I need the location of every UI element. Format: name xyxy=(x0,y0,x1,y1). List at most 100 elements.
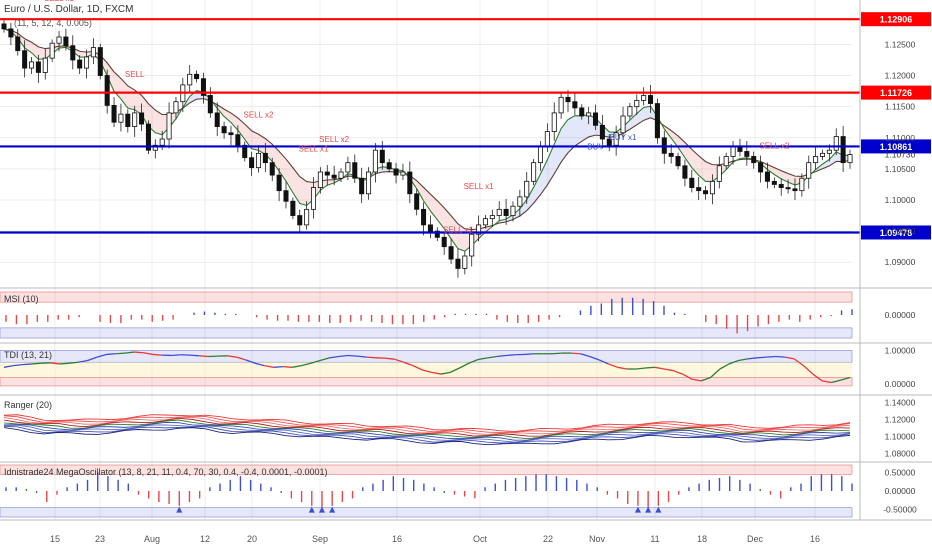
candle-body xyxy=(173,101,179,114)
candle-body xyxy=(819,152,826,157)
level-price-tag xyxy=(861,85,931,100)
level-price-tag xyxy=(861,139,931,154)
x-tick-label: 20 xyxy=(247,534,257,544)
ma-cloud-segment xyxy=(430,194,438,220)
candle-body xyxy=(407,171,413,195)
tdi-line-segment xyxy=(22,363,32,366)
candle-body xyxy=(84,56,90,69)
tdi-line-segment xyxy=(143,352,153,356)
tdi-line-segment xyxy=(3,364,14,368)
y-tick-label: 1.10000 xyxy=(885,195,916,205)
signal-label: SELL x1 xyxy=(44,0,74,3)
candle-body xyxy=(524,180,530,198)
ranger-y-tick: 1.12000 xyxy=(885,414,916,424)
tdi-line-segment xyxy=(505,354,516,357)
tdi-line-segment xyxy=(87,356,98,362)
candle-body xyxy=(255,152,262,169)
candle-body xyxy=(778,184,784,188)
x-tick-label: 18 xyxy=(697,534,707,544)
ranger-line xyxy=(3,425,851,444)
tdi-line-segment xyxy=(273,365,283,368)
y-tick-label: 1.12500 xyxy=(885,39,916,49)
ma-cloud-segment xyxy=(705,161,713,182)
level-price-tag xyxy=(861,225,931,240)
x-tick-label: 15 xyxy=(50,534,60,544)
candle-body xyxy=(696,187,702,192)
tdi-line-segment xyxy=(245,359,256,364)
candle-body xyxy=(813,156,819,164)
tdi-line-segment xyxy=(96,353,107,358)
candle-body xyxy=(537,146,544,164)
candle-body xyxy=(476,224,482,235)
candle-body xyxy=(290,200,296,216)
candle-body xyxy=(386,162,392,170)
candle-body xyxy=(723,156,729,167)
signal-label: SELL x2 xyxy=(244,110,274,119)
tdi-line-segment xyxy=(803,365,814,375)
ma-cloud-segment xyxy=(788,173,795,186)
candle-body xyxy=(689,177,695,188)
tdi-line-segment xyxy=(236,356,246,361)
tdi-line-segment xyxy=(459,362,470,369)
oscillator-marker xyxy=(655,506,662,513)
candle-body xyxy=(758,162,764,173)
x-tick-label: Dec xyxy=(747,534,764,544)
candle-body xyxy=(716,165,722,182)
candle-body xyxy=(324,171,330,176)
candle-body xyxy=(77,59,83,69)
candle-body xyxy=(613,132,619,146)
signal-label: SELL xyxy=(125,70,145,79)
candle-body xyxy=(90,47,96,58)
candle-body xyxy=(751,156,757,164)
mega-lower-band xyxy=(0,507,853,518)
candle-body xyxy=(139,112,145,125)
tdi-line-segment xyxy=(338,354,349,358)
candle-body xyxy=(8,28,14,38)
ranger-panel: 1.14000 1.12000 1.10000 1.08000 xyxy=(3,397,916,459)
candle-body xyxy=(104,75,110,106)
candle-body xyxy=(840,136,846,164)
signal-label: SELL x1 xyxy=(464,182,494,191)
tdi-line-segment xyxy=(571,352,581,355)
candle-body xyxy=(132,112,138,127)
signal-label: SELL x2 xyxy=(319,135,349,144)
candle-body xyxy=(111,105,117,123)
x-tick-label: 12 xyxy=(200,534,210,544)
candle-body xyxy=(703,190,709,195)
candle-body xyxy=(620,115,626,134)
candle-body xyxy=(654,103,660,139)
candle-body xyxy=(262,152,268,164)
candle-body xyxy=(194,73,200,80)
ranger-y-tick: 1.14000 xyxy=(885,397,916,407)
ranger-y-tick: 1.08000 xyxy=(885,449,916,459)
candle-body xyxy=(441,236,447,248)
ranger-line xyxy=(3,419,851,440)
ma-cloud-segment xyxy=(581,114,589,142)
tdi-line-segment xyxy=(282,365,293,368)
candle-body xyxy=(42,57,48,73)
ma-cloud-segment xyxy=(279,151,286,182)
candle-body xyxy=(592,112,599,126)
tdi-line-segment xyxy=(682,373,693,380)
tdi-panel: 1.00000 0.00000 xyxy=(3,345,916,389)
tdi-line-segment xyxy=(654,366,665,370)
y-tick-label: 1.09000 xyxy=(885,257,916,267)
candle-body xyxy=(249,157,255,169)
ma-cloud-segment xyxy=(643,106,651,121)
ranger-line xyxy=(3,421,851,441)
candle-body xyxy=(455,258,461,269)
tdi-line-segment xyxy=(821,380,832,384)
y-tick-label: 1.10500 xyxy=(885,164,916,174)
tdi-line-segment xyxy=(412,365,423,371)
ma-cloud-segment xyxy=(272,144,280,172)
candle-body xyxy=(558,96,564,114)
oscillator-marker xyxy=(634,506,641,513)
tdi-line-segment xyxy=(134,351,144,354)
candle-body xyxy=(627,106,633,117)
candle-body xyxy=(22,50,28,69)
ma-cloud-segment xyxy=(134,90,142,115)
tdi-line-segment xyxy=(394,358,404,363)
tdi-line-segment xyxy=(608,363,618,368)
